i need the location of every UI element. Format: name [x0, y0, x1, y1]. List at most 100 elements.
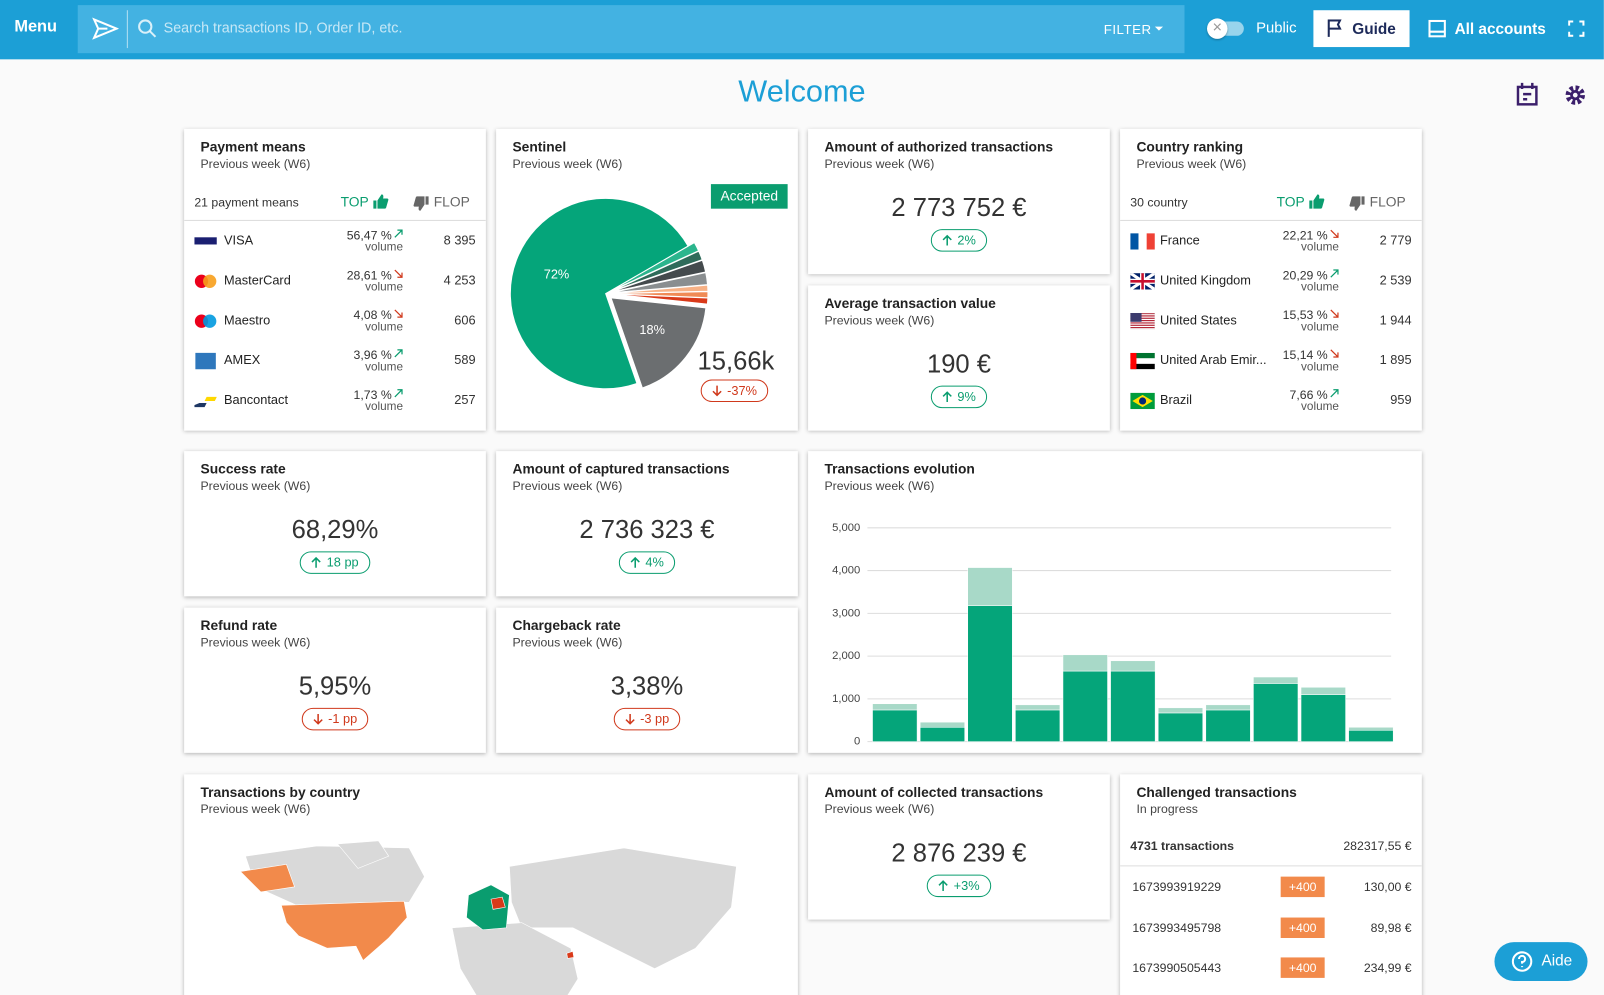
fullscreen-icon[interactable]: [1568, 20, 1585, 37]
us-stripe: [1130, 315, 1155, 317]
row-count: 589: [454, 352, 476, 368]
menu-button[interactable]: Menu: [14, 18, 58, 36]
change-arrow: [938, 880, 949, 891]
row-unit: volume: [1301, 321, 1339, 334]
slice-label: 72%: [544, 267, 570, 282]
row-count: 1 944: [1379, 313, 1412, 328]
change-badge-wrap: 2%: [808, 229, 1110, 252]
trend-shape: [1330, 309, 1339, 318]
flag-icon: [1327, 19, 1342, 37]
europe: [466, 884, 510, 931]
pie-slice: [612, 291, 709, 299]
us-stripe: [1130, 313, 1155, 315]
card-title: Challenged transactions: [1136, 784, 1297, 800]
bar-segment: [1205, 709, 1251, 742]
y-tick-label: 4,000: [832, 565, 860, 577]
settings-icon[interactable]: [1564, 84, 1587, 107]
us-stripe: [1130, 327, 1155, 329]
bar-segment: [1110, 660, 1156, 672]
us-white: [1130, 313, 1155, 330]
row-unit: volume: [1301, 400, 1339, 414]
bar-segment: [1157, 712, 1204, 742]
row-name: United States: [1159, 313, 1237, 328]
kpi-value: 5,95%: [298, 672, 372, 701]
search-placeholder[interactable]: Search transactions ID, Order ID, etc.: [163, 19, 403, 36]
y-tick-label: 5,000: [832, 522, 860, 534]
alaska: [239, 864, 296, 893]
pie-slice: [510, 198, 689, 390]
row-unit: volume: [365, 241, 404, 254]
filter-caret: [1154, 26, 1164, 31]
total-value: 15,66k: [697, 346, 775, 376]
filter-button[interactable]: FILTER: [1103, 21, 1152, 37]
trend-shape: [394, 309, 403, 318]
help-icon: [1511, 951, 1533, 972]
kpi-value: 2 773 752 €: [891, 193, 1027, 222]
transaction-amount: 130,00 €: [1363, 879, 1412, 895]
transaction-id[interactable]: 1673993919229: [1132, 879, 1222, 895]
y-tick-label: 3,000: [832, 607, 860, 619]
card: Sentinel Previous week (W6) Accepted 72% 18%…: [496, 128, 798, 431]
calendar-icon[interactable]: [1516, 82, 1539, 107]
ae-r: [1130, 352, 1137, 370]
send-shape: [92, 17, 119, 40]
transaction-id[interactable]: 1673990505443: [1132, 960, 1222, 975]
transaction-id[interactable]: 1673993495798: [1132, 920, 1222, 935]
top-toggle[interactable]: TOP: [1276, 194, 1305, 210]
fr-w: [1138, 233, 1147, 250]
row-count: 4 253: [443, 273, 476, 288]
send-icon[interactable]: [92, 17, 119, 40]
flop-toggle[interactable]: FLOP: [1369, 194, 1406, 210]
flop-toggle[interactable]: FLOP: [433, 194, 470, 210]
asia: [509, 847, 737, 970]
change-arrow: [712, 385, 722, 397]
world-map: [239, 840, 737, 995]
row-share: 28,61 %: [346, 267, 392, 283]
pie-slice: [612, 284, 709, 294]
row-name: United Arab Emir...: [1159, 352, 1267, 368]
card-subtitle: Previous week (W6): [824, 313, 935, 328]
amex-logo: [195, 352, 216, 370]
card-subtitle: Previous week (W6): [512, 156, 623, 171]
bar-segment: [1253, 683, 1299, 742]
uk-red: [1130, 273, 1155, 290]
change-arrow: [625, 713, 635, 725]
status-badge: Accepted: [710, 184, 788, 209]
slice-label: 18%: [639, 322, 665, 337]
card-title: Refund rate: [200, 617, 278, 634]
trend-shape: [1330, 269, 1339, 278]
arrow-shape: [625, 713, 635, 725]
change-badge: 4%: [618, 551, 676, 574]
us-stripe: [1130, 322, 1155, 324]
help-button[interactable]: [1494, 942, 1588, 981]
bar-segment: [1300, 687, 1346, 695]
card-title: Average transaction value: [824, 295, 996, 311]
change-badge-wrap: +3%: [808, 874, 1110, 898]
handle: [149, 30, 157, 38]
guide-label: Guide: [1352, 20, 1396, 38]
card: Chargeback rate Previous week (W6) 3,38% -3…: [496, 607, 798, 753]
bar-segment: [1253, 676, 1299, 684]
pie-slice: [612, 293, 709, 305]
thumb-shape: [373, 194, 389, 209]
accounts-button[interactable]: All accounts: [1454, 20, 1546, 38]
row-count: 1 895: [1379, 352, 1412, 368]
mc-orange: [203, 274, 217, 288]
card-subtitle: Previous week (W6): [200, 801, 311, 817]
card-subtitle: Previous week (W6): [200, 156, 311, 171]
trend-arrow: [394, 229, 403, 238]
maestro-blue: [203, 314, 217, 328]
help-mark: [1517, 954, 1527, 968]
row-share: 1,73 %: [353, 387, 392, 402]
card-title: Amount of captured transactions: [512, 461, 730, 477]
help-ring: [1511, 951, 1533, 972]
gear-hole: [1572, 92, 1578, 98]
search-box[interactable]: [77, 5, 1185, 54]
thumb-down-icon: [413, 196, 429, 211]
bar-segment: [1015, 709, 1061, 742]
transaction-amount: 89,98 €: [1370, 920, 1412, 935]
card-title: Amount of collected transactions: [824, 784, 1044, 800]
top-toggle[interactable]: TOP: [340, 194, 369, 210]
card-title: Payment means: [200, 139, 306, 155]
change-badge: -37%: [700, 379, 769, 402]
